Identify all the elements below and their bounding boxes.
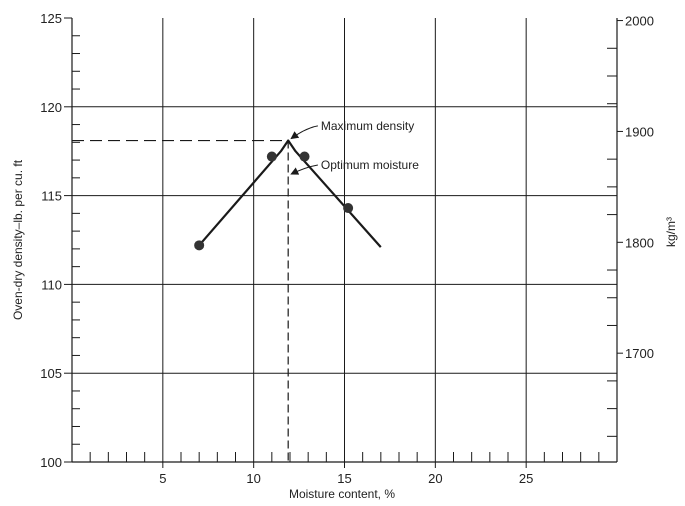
annotation-arrow <box>290 125 318 140</box>
series-line <box>198 139 382 248</box>
x-tick-label: 20 <box>428 471 442 486</box>
x-tick-label: 15 <box>337 471 351 486</box>
annotation-arrow <box>290 164 318 175</box>
annotation-label: Maximum density <box>321 119 414 133</box>
y-tick-label: 110 <box>41 277 62 292</box>
y-axis-label: Oven-dry density–lb. per cu. ft <box>11 159 25 320</box>
annotation-label: Optimum moisture <box>321 158 419 172</box>
x-tick-label: 10 <box>246 471 260 486</box>
annotations: Maximum density Optimum moisture <box>290 119 419 175</box>
data-point <box>194 240 205 251</box>
y-tick-label: 125 <box>40 11 62 26</box>
y-right-tick-label: 2000 <box>625 14 654 29</box>
reference-lines <box>72 139 289 462</box>
x-axis-label: Moisture content, % <box>289 487 395 501</box>
y-tick-label: 100 <box>40 455 62 470</box>
y-tick-label: 120 <box>40 100 62 115</box>
y-tick-label: 115 <box>41 189 62 204</box>
y-right-tick-label: 1700 <box>625 346 654 361</box>
y-right-tick-label: 1900 <box>625 124 654 139</box>
series <box>194 139 382 251</box>
y-right-axis-label: kg/m³ <box>664 217 678 247</box>
x-tick-label: 25 <box>519 471 533 486</box>
y-tick-label: 105 <box>40 366 62 381</box>
data-point <box>266 151 277 162</box>
x-tick-label: 5 <box>159 471 166 486</box>
grid <box>72 18 617 462</box>
data-point <box>299 151 310 162</box>
y-right-tick-label: 1800 <box>625 235 654 250</box>
data-point <box>343 203 354 214</box>
axis-ticks: 100 105 110 115 120 125 5 10 15 20 25 1700 1800 1900 2… <box>40 11 654 486</box>
